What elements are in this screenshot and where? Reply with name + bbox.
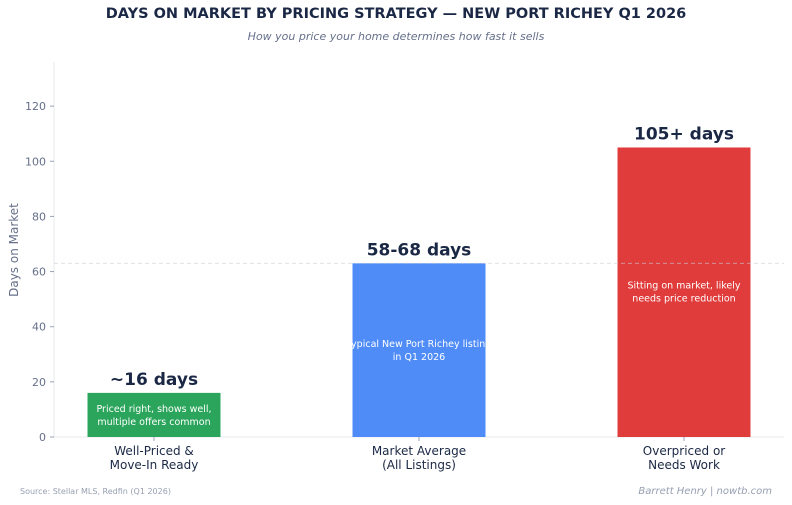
y-tick-label: 100: [25, 155, 46, 168]
x-tick-label: Needs Work: [648, 458, 720, 472]
bar: [617, 147, 751, 437]
x-tick-label: (All Listings): [382, 458, 456, 472]
y-tick-label: 0: [39, 431, 46, 444]
bar-annotation: Typical New Port Richey listing in Q1 202…: [346, 339, 492, 363]
y-tick-label: 60: [32, 266, 46, 279]
x-tick-label: Well-Priced &: [114, 444, 194, 458]
chart-title: DAYS ON MARKET BY PRICING STRATEGY — NEW…: [105, 6, 687, 22]
annotation-line: Sitting on market, likely: [628, 280, 741, 291]
bar-value-label: ~16 days: [110, 370, 198, 390]
credit-note: Barrett Henry | nowtb.com: [638, 486, 772, 497]
bar-annotation: Priced right, shows well, multiple offers…: [96, 404, 211, 428]
y-tick-label: 120: [25, 100, 46, 113]
y-tick-label: 20: [32, 376, 46, 389]
y-tick-label: 40: [32, 321, 46, 334]
x-tick-label: Move-In Ready: [110, 458, 199, 472]
bar-value-label: 58-68 days: [367, 240, 472, 260]
source-note: Source: Stellar MLS, Redfin (Q1 2026): [20, 487, 171, 496]
x-tick-label: Overpriced or: [643, 444, 726, 458]
annotation-line: Typical New Port Richey listing: [346, 339, 492, 350]
y-tick-label: 80: [32, 210, 46, 223]
bar: [352, 263, 486, 437]
y-axis-label: Days on Market: [7, 203, 21, 297]
bar: [87, 392, 221, 437]
x-tick-label: Market Average: [372, 444, 466, 458]
chart-subtitle: How you price your home determines how f…: [247, 30, 545, 43]
bar-value-label: 105+ days: [634, 124, 734, 144]
annotation-line: Priced right, shows well,: [96, 404, 211, 415]
annotation-line: in Q1 2026: [393, 352, 445, 363]
bar-annotation: Sitting on market, likely needs price red…: [628, 280, 741, 304]
annotation-line: multiple offers common: [97, 417, 210, 428]
annotation-line: needs price reduction: [632, 293, 735, 304]
